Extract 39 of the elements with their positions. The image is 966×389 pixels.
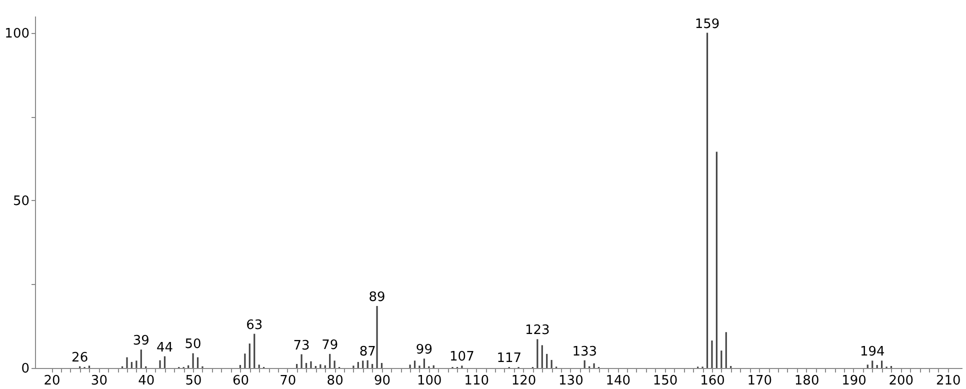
x-tick-label: 150 (652, 374, 678, 388)
annotation: 99 (416, 342, 432, 358)
x-tick-label: 140 (606, 374, 631, 388)
annotation: 107 (450, 350, 474, 365)
x-tick-label: 100 (417, 374, 442, 388)
annotation: 117 (496, 350, 522, 366)
x-tick-label: 120 (511, 374, 536, 388)
annotation: 159 (694, 16, 720, 32)
x-tick-label: 200 (888, 374, 914, 388)
y-tick-label: 100 (4, 26, 30, 42)
x-tick-label: 180 (794, 374, 820, 388)
annotation: 63 (246, 318, 263, 333)
annotation: 39 (132, 334, 150, 349)
annotation: 44 (156, 340, 174, 356)
x-tick-label: 20 (44, 374, 60, 388)
annotation: 50 (184, 337, 202, 352)
x-tick-label: 90 (374, 374, 391, 388)
annotation: 194 (860, 344, 885, 360)
x-tick-label: 110 (464, 374, 490, 388)
x-tick-label: 190 (842, 374, 866, 388)
annotation: 73 (293, 338, 310, 354)
x-tick-label: 60 (232, 374, 249, 388)
annotation: 123 (525, 323, 550, 338)
y-tick-label: 50 (12, 194, 30, 209)
y-tick-label: 0 (21, 362, 30, 376)
x-tick-label: 40 (138, 374, 155, 388)
x-tick-label: 30 (90, 374, 108, 388)
x-tick-label: 50 (185, 374, 202, 388)
x-tick-label: 210 (936, 374, 961, 388)
x-tick-label: 70 (280, 374, 296, 388)
x-tick-label: 170 (747, 374, 772, 388)
annotation: 87 (359, 344, 376, 360)
x-tick-label: 130 (558, 374, 584, 388)
annotation: 79 (322, 338, 338, 353)
x-tick-label: 80 (326, 374, 344, 388)
annotation: 26 (72, 350, 88, 366)
x-tick-label: 160 (700, 374, 725, 388)
annotation: 133 (572, 344, 598, 360)
annotation: 89 (368, 290, 386, 305)
